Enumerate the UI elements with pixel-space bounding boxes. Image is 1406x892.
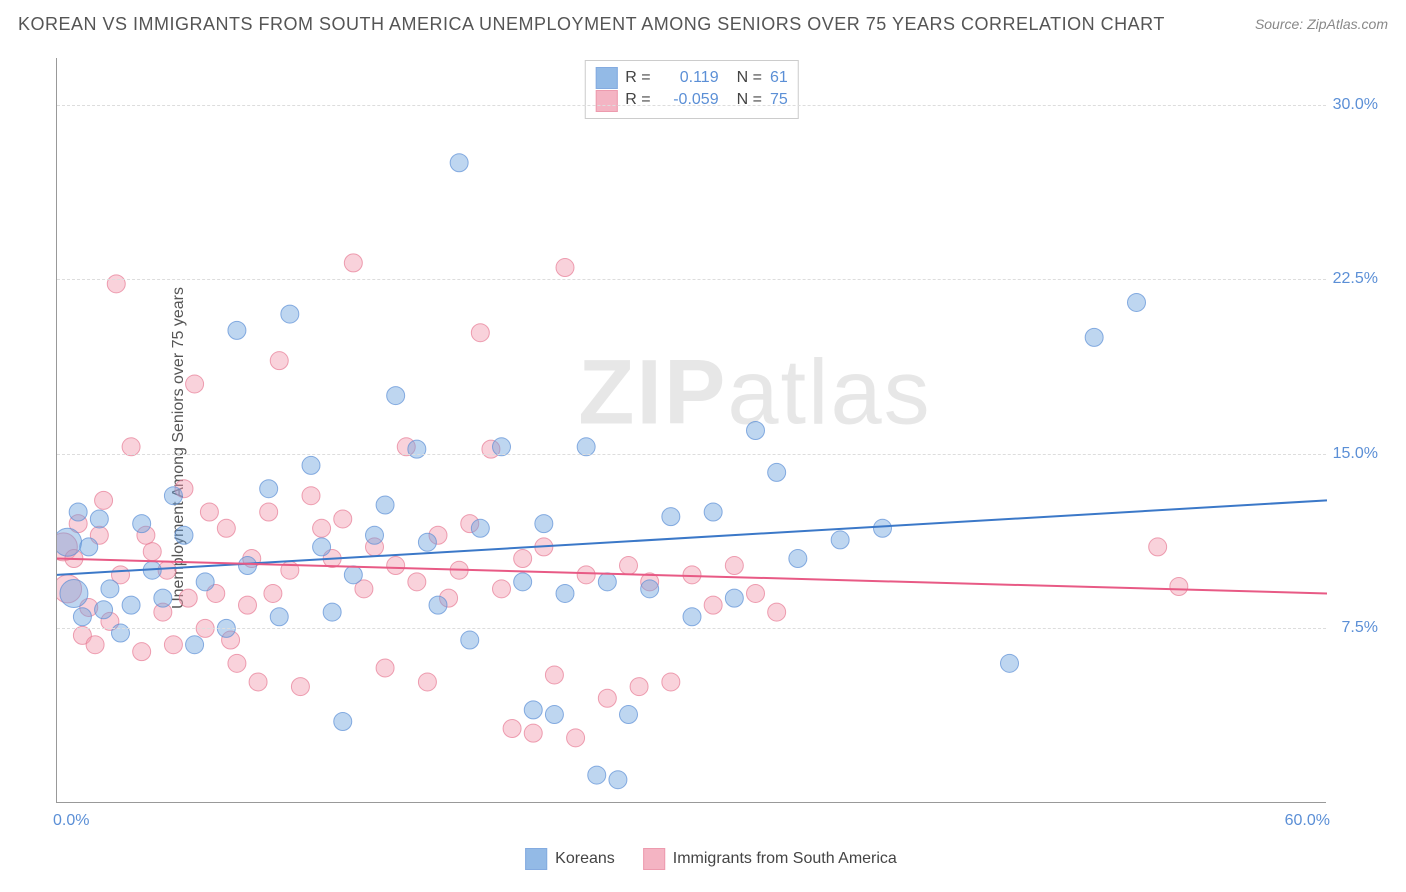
r-value-koreans: 0.119	[659, 67, 719, 89]
swatch-koreans-icon	[525, 848, 547, 870]
n-value-immigrants: 75	[770, 89, 788, 111]
ytick-label: 30.0%	[1333, 96, 1378, 114]
chart-header: KOREAN VS IMMIGRANTS FROM SOUTH AMERICA …	[0, 0, 1406, 48]
legend-item-koreans: Koreans	[525, 848, 615, 870]
xtick-max: 60.0%	[1285, 812, 1330, 830]
stat-row-immigrants: R = -0.059 N = 75	[595, 89, 787, 111]
bottom-legend: Koreans Immigrants from South America	[525, 848, 897, 870]
swatch-koreans	[595, 67, 617, 89]
swatch-immigrants-icon	[643, 848, 665, 870]
legend-label-immigrants: Immigrants from South America	[673, 850, 897, 868]
xtick-min: 0.0%	[53, 812, 89, 830]
ytick-label: 7.5%	[1342, 619, 1378, 637]
source-label: Source: ZipAtlas.com	[1255, 16, 1388, 32]
swatch-immigrants	[595, 90, 617, 112]
gridline	[57, 105, 1326, 106]
ytick-label: 15.0%	[1333, 445, 1378, 463]
n-value-koreans: 61	[770, 67, 788, 89]
gridline	[57, 454, 1326, 455]
r-label: R =	[625, 89, 650, 111]
plot-container: Unemployment Among Seniors over 75 years…	[56, 58, 1366, 838]
scatter-svg	[57, 58, 1327, 803]
stat-row-koreans: R = 0.119 N = 61	[595, 67, 787, 89]
legend-label-koreans: Koreans	[555, 850, 615, 868]
n-label: N =	[737, 89, 762, 111]
ytick-label: 22.5%	[1333, 270, 1378, 288]
r-label: R =	[625, 67, 650, 89]
r-value-immigrants: -0.059	[659, 89, 719, 111]
gridline	[57, 628, 1326, 629]
legend-item-immigrants: Immigrants from South America	[643, 848, 897, 870]
n-label: N =	[737, 67, 762, 89]
chart-title: KOREAN VS IMMIGRANTS FROM SOUTH AMERICA …	[18, 14, 1165, 35]
gridline	[57, 279, 1326, 280]
plot-area: ZIPatlas R = 0.119 N = 61 R = -0.059 N =…	[56, 58, 1326, 803]
stat-legend: R = 0.119 N = 61 R = -0.059 N = 75	[584, 60, 798, 119]
